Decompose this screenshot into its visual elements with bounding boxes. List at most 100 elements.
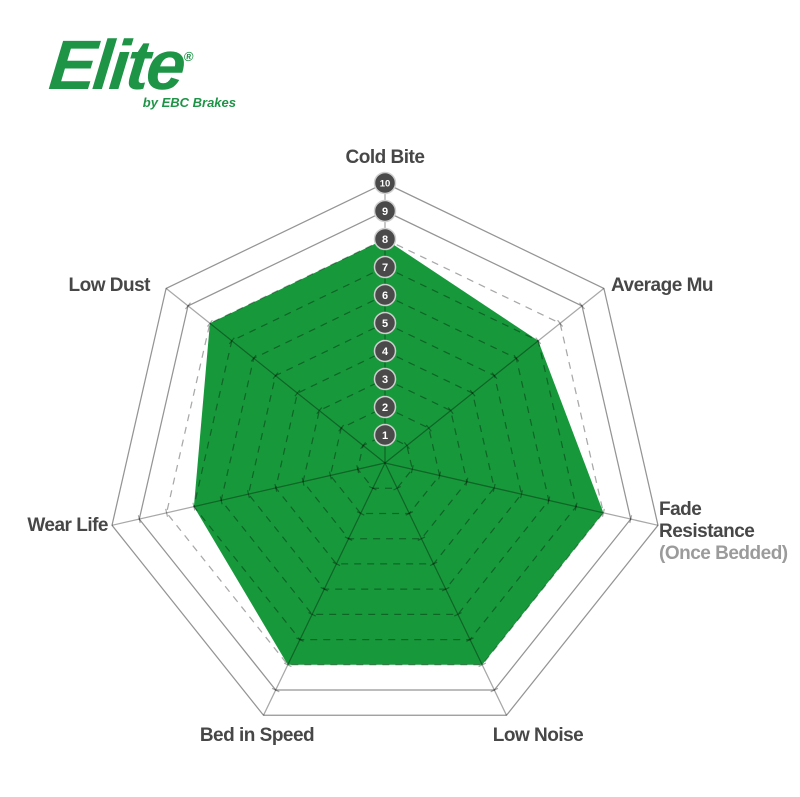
axis-tick-2-5 (520, 490, 523, 499)
axis-tick-2-9 (629, 515, 633, 524)
axis-tick-2-4 (492, 483, 496, 492)
axis-tick-5-9 (137, 515, 141, 524)
axis-tick-3-8 (478, 662, 487, 668)
axis-tick-4-9 (271, 687, 280, 693)
axis-tick-6-8 (206, 319, 213, 327)
axis-tick-3-9 (490, 687, 499, 693)
grid-ring-10 (111, 182, 659, 716)
axis-tick-1-1 (403, 442, 410, 450)
registered-trademark-symbol: ® (182, 49, 195, 64)
axis-tick-5-2 (328, 471, 332, 480)
elite-logo: Elite® by EBC Brakes (46, 26, 240, 110)
axis-tick-5-3 (301, 477, 305, 486)
axis-tick-4-1 (368, 485, 377, 491)
logo-elite-word: Elite (45, 26, 187, 104)
axis-label-low-dust: Low Dust (69, 275, 152, 296)
scale-circle-2 (373, 395, 397, 419)
axis-line-2 (384, 462, 659, 526)
axis-tick-5-4 (274, 483, 278, 492)
axis-tick-3-5 (441, 586, 450, 592)
axis-tick-5-5 (247, 490, 250, 499)
axis-tick-6-7 (228, 337, 235, 345)
axis-tick-1-6 (513, 354, 520, 362)
axis-tick-6-3 (316, 407, 323, 415)
axis-tick-6-6 (250, 354, 257, 362)
axis-tick-4-7 (296, 637, 304, 642)
axis-tick-1-2 (425, 424, 432, 432)
scale-number-8: 8 (382, 234, 388, 246)
axis-tick-6-2 (338, 424, 345, 432)
axis-tick-4-8 (283, 662, 292, 668)
axis-tick-6-1 (360, 442, 367, 450)
axis-tick-5-1 (356, 465, 360, 474)
axis-tick-4-3 (344, 536, 353, 541)
axis-labels: Cold Bite Average Mu Fade Resistance (On… (27, 147, 788, 746)
axis-tick-6-9 (185, 302, 191, 310)
axis-line-5 (111, 462, 386, 526)
axis-tick-2-6 (547, 496, 551, 505)
axis-label-cold-bite: Cold Bite (346, 147, 425, 168)
axis-tick-2-2 (438, 471, 442, 480)
axis-tick-2-8 (601, 508, 605, 517)
scale-circle-3 (373, 367, 397, 391)
axis-line-4 (262, 462, 386, 716)
axis-line-6 (165, 287, 386, 464)
grid-ring-1 (357, 434, 413, 489)
grid-ring-8 (165, 238, 605, 666)
scale-circle-8 (373, 227, 397, 251)
scale-number-4: 4 (382, 346, 389, 358)
axis-line-3 (384, 462, 508, 716)
axis-tick-3-4 (429, 561, 438, 567)
axis-tick-3-1 (393, 485, 402, 491)
scale-number-10: 10 (380, 178, 391, 189)
scale-circle-7 (373, 255, 397, 279)
scale-circle-6 (373, 283, 397, 307)
grid-ring-5 (247, 322, 523, 590)
radar-value-polygon (193, 239, 604, 665)
scale-number-9: 9 (382, 206, 388, 218)
grid-ring-6 (220, 294, 550, 616)
axis-line-1 (384, 287, 605, 464)
axis-tick-3-2 (405, 511, 414, 516)
axis-tick-1-9 (579, 302, 585, 310)
axis-label-average-mu: Average Mu (611, 275, 713, 296)
axis-label-low-noise: Low Noise (493, 725, 584, 746)
scale-circle-1 (373, 423, 397, 447)
axis-tick-6-5 (272, 372, 279, 380)
scale-number-6: 6 (382, 290, 388, 302)
scale-number-7: 7 (382, 262, 388, 274)
grid-ring-4 (275, 350, 495, 565)
scale-circles: 1 2 3 4 5 6 7 8 9 10 (373, 171, 397, 447)
axis-tick-3-6 (454, 612, 462, 617)
axis-tick-1-4 (469, 389, 476, 397)
axis-label-fade-line1: Fade (659, 499, 701, 520)
axis-tick-4-5 (320, 586, 329, 592)
scale-circle-9 (373, 199, 397, 223)
axis-tick-4-4 (332, 561, 341, 567)
axis-label-bed-in-speed: Bed in Speed (200, 725, 314, 746)
axis-tick-2-7 (574, 502, 578, 511)
axis-tick-4-6 (308, 612, 316, 617)
scale-number-1: 1 (382, 430, 388, 442)
scale-number-2: 2 (382, 402, 388, 414)
axis-tick-5-8 (165, 508, 169, 517)
axis-tick-4-2 (356, 511, 365, 516)
grid-ring-9 (138, 210, 632, 691)
scale-number-3: 3 (382, 374, 388, 386)
scale-circle-4 (373, 339, 397, 363)
axis-tick-1-8 (557, 319, 564, 327)
axis-label-fade-note: (Once Bedded) (659, 543, 788, 564)
axis-tick-5-7 (192, 502, 196, 511)
axis-tick-1-7 (535, 337, 542, 345)
scale-number-5: 5 (382, 318, 388, 330)
scale-circle-10 (373, 171, 397, 195)
axis-tick-3-7 (466, 637, 474, 642)
axis-tick-3-3 (417, 536, 426, 541)
scale-circle-5 (373, 311, 397, 335)
axis-tick-1-3 (447, 407, 454, 415)
axis-tick-1-5 (491, 372, 498, 380)
logo-tagline: by EBC Brakes (142, 95, 236, 110)
logo-brand-text: Elite® (46, 26, 243, 104)
